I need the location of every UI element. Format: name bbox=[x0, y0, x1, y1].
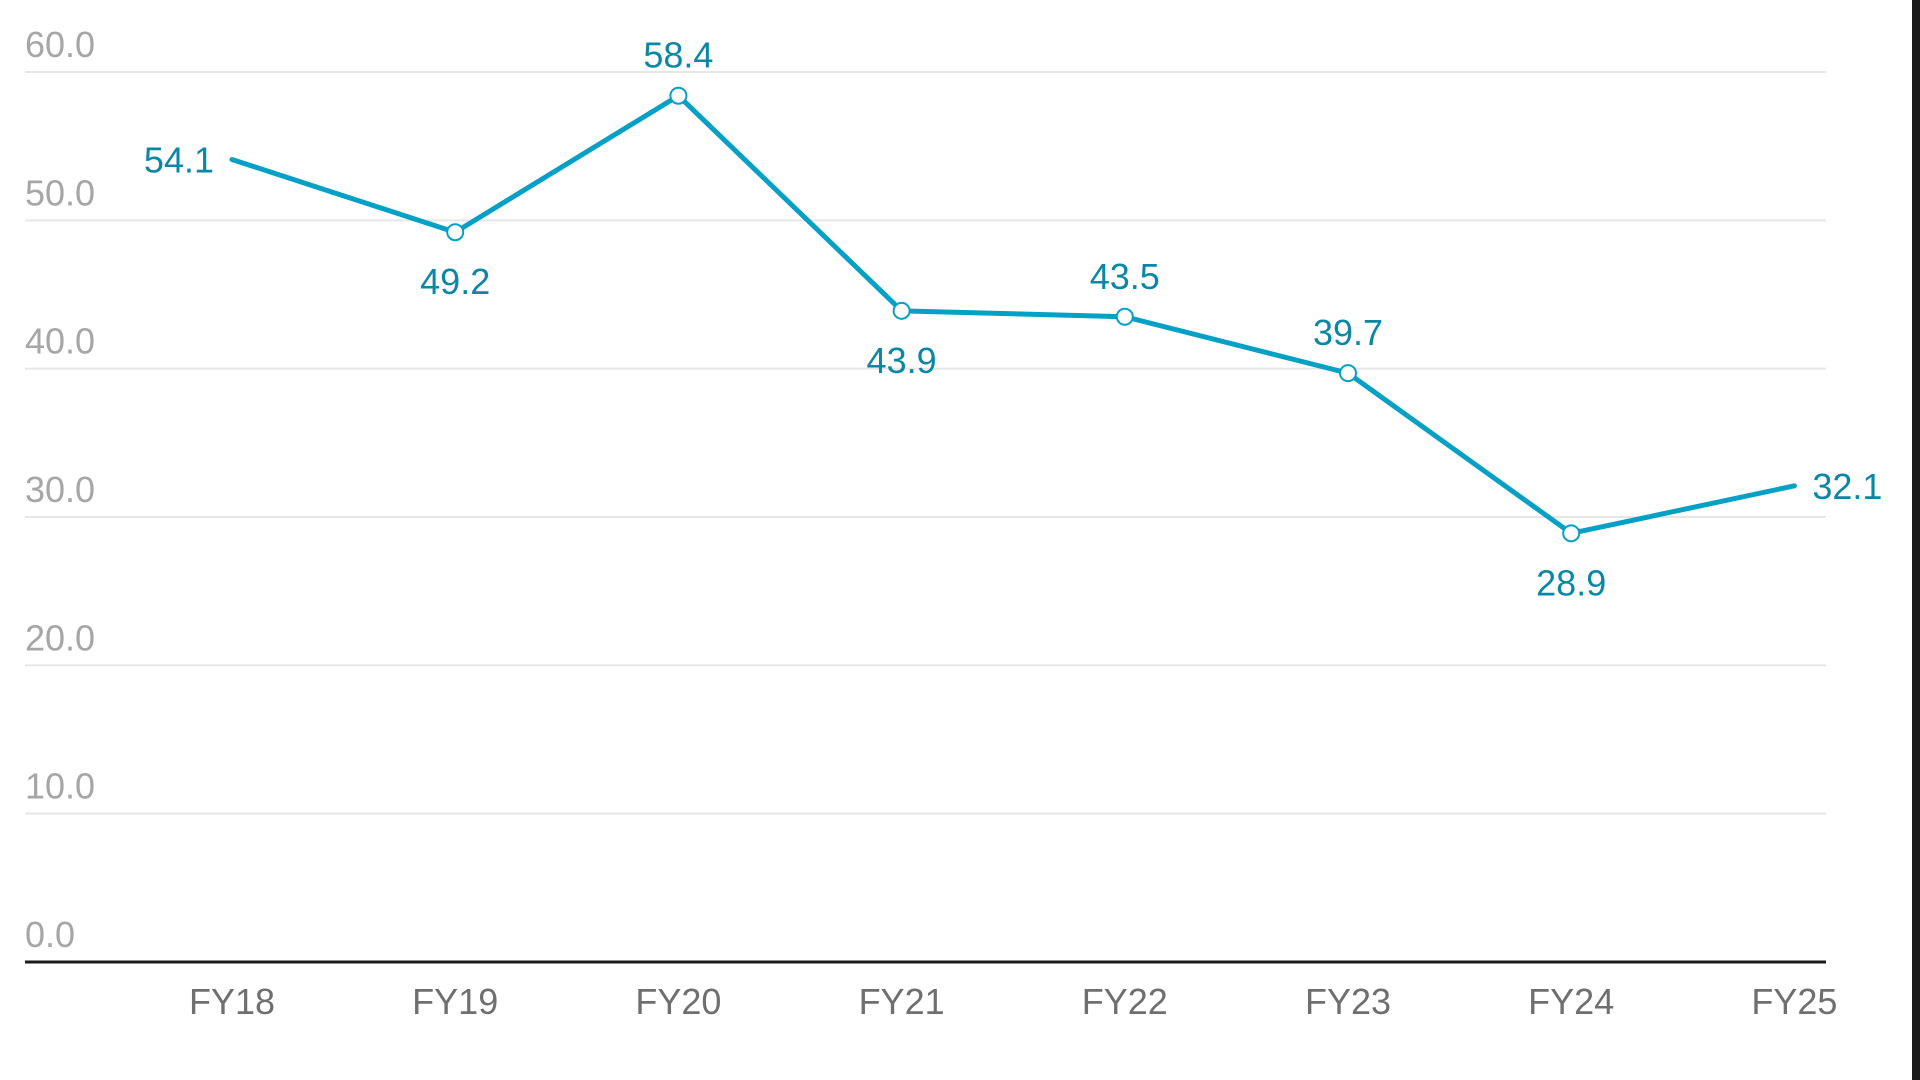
x-tick-label: FY20 bbox=[635, 981, 721, 1022]
y-tick-label: 10.0 bbox=[25, 766, 95, 807]
x-tick-label: FY21 bbox=[859, 981, 945, 1022]
x-tick-label: FY23 bbox=[1305, 981, 1391, 1022]
data-label: 39.7 bbox=[1313, 312, 1383, 353]
y-axis-ticks: 0.0 10.0 20.0 30.0 40.0 50.0 60.0 bbox=[25, 24, 95, 955]
x-tick-label: FY24 bbox=[1528, 981, 1614, 1022]
data-point bbox=[669, 86, 688, 105]
data-label: 49.2 bbox=[420, 261, 490, 302]
gridlines bbox=[25, 71, 1826, 815]
data-point bbox=[892, 301, 911, 320]
data-markers bbox=[446, 86, 1581, 543]
data-point bbox=[1115, 307, 1134, 326]
data-label: 43.9 bbox=[867, 340, 937, 381]
x-axis-ticks: FY18 FY19 FY20 FY21 FY22 FY23 FY24 FY25 bbox=[189, 981, 1837, 1022]
window-edge bbox=[1912, 0, 1920, 1080]
y-tick-label: 0.0 bbox=[25, 914, 75, 955]
series-line bbox=[229, 93, 1797, 536]
y-tick-label: 60.0 bbox=[25, 24, 95, 65]
data-label: 32.1 bbox=[1812, 466, 1882, 507]
x-tick-label: FY22 bbox=[1082, 981, 1168, 1022]
data-point bbox=[1339, 364, 1357, 383]
data-labels: 54.1 49.2 58.4 43.9 43.5 39.7 28.9 32.1 bbox=[144, 35, 1883, 604]
y-tick-label: 20.0 bbox=[25, 617, 95, 658]
y-tick-label: 50.0 bbox=[25, 172, 95, 213]
data-point bbox=[1562, 524, 1581, 543]
data-label: 54.1 bbox=[144, 140, 214, 181]
data-label: 43.5 bbox=[1090, 256, 1160, 297]
x-tick-label: FY25 bbox=[1751, 981, 1837, 1022]
y-tick-label: 30.0 bbox=[25, 469, 95, 510]
data-point bbox=[446, 223, 465, 242]
x-tick-label: FY19 bbox=[412, 981, 498, 1022]
x-tick-label: FY18 bbox=[189, 981, 275, 1022]
data-label: 28.9 bbox=[1536, 562, 1606, 603]
data-label: 58.4 bbox=[643, 35, 713, 76]
y-tick-label: 40.0 bbox=[25, 321, 95, 362]
series-line-group bbox=[229, 93, 1797, 536]
